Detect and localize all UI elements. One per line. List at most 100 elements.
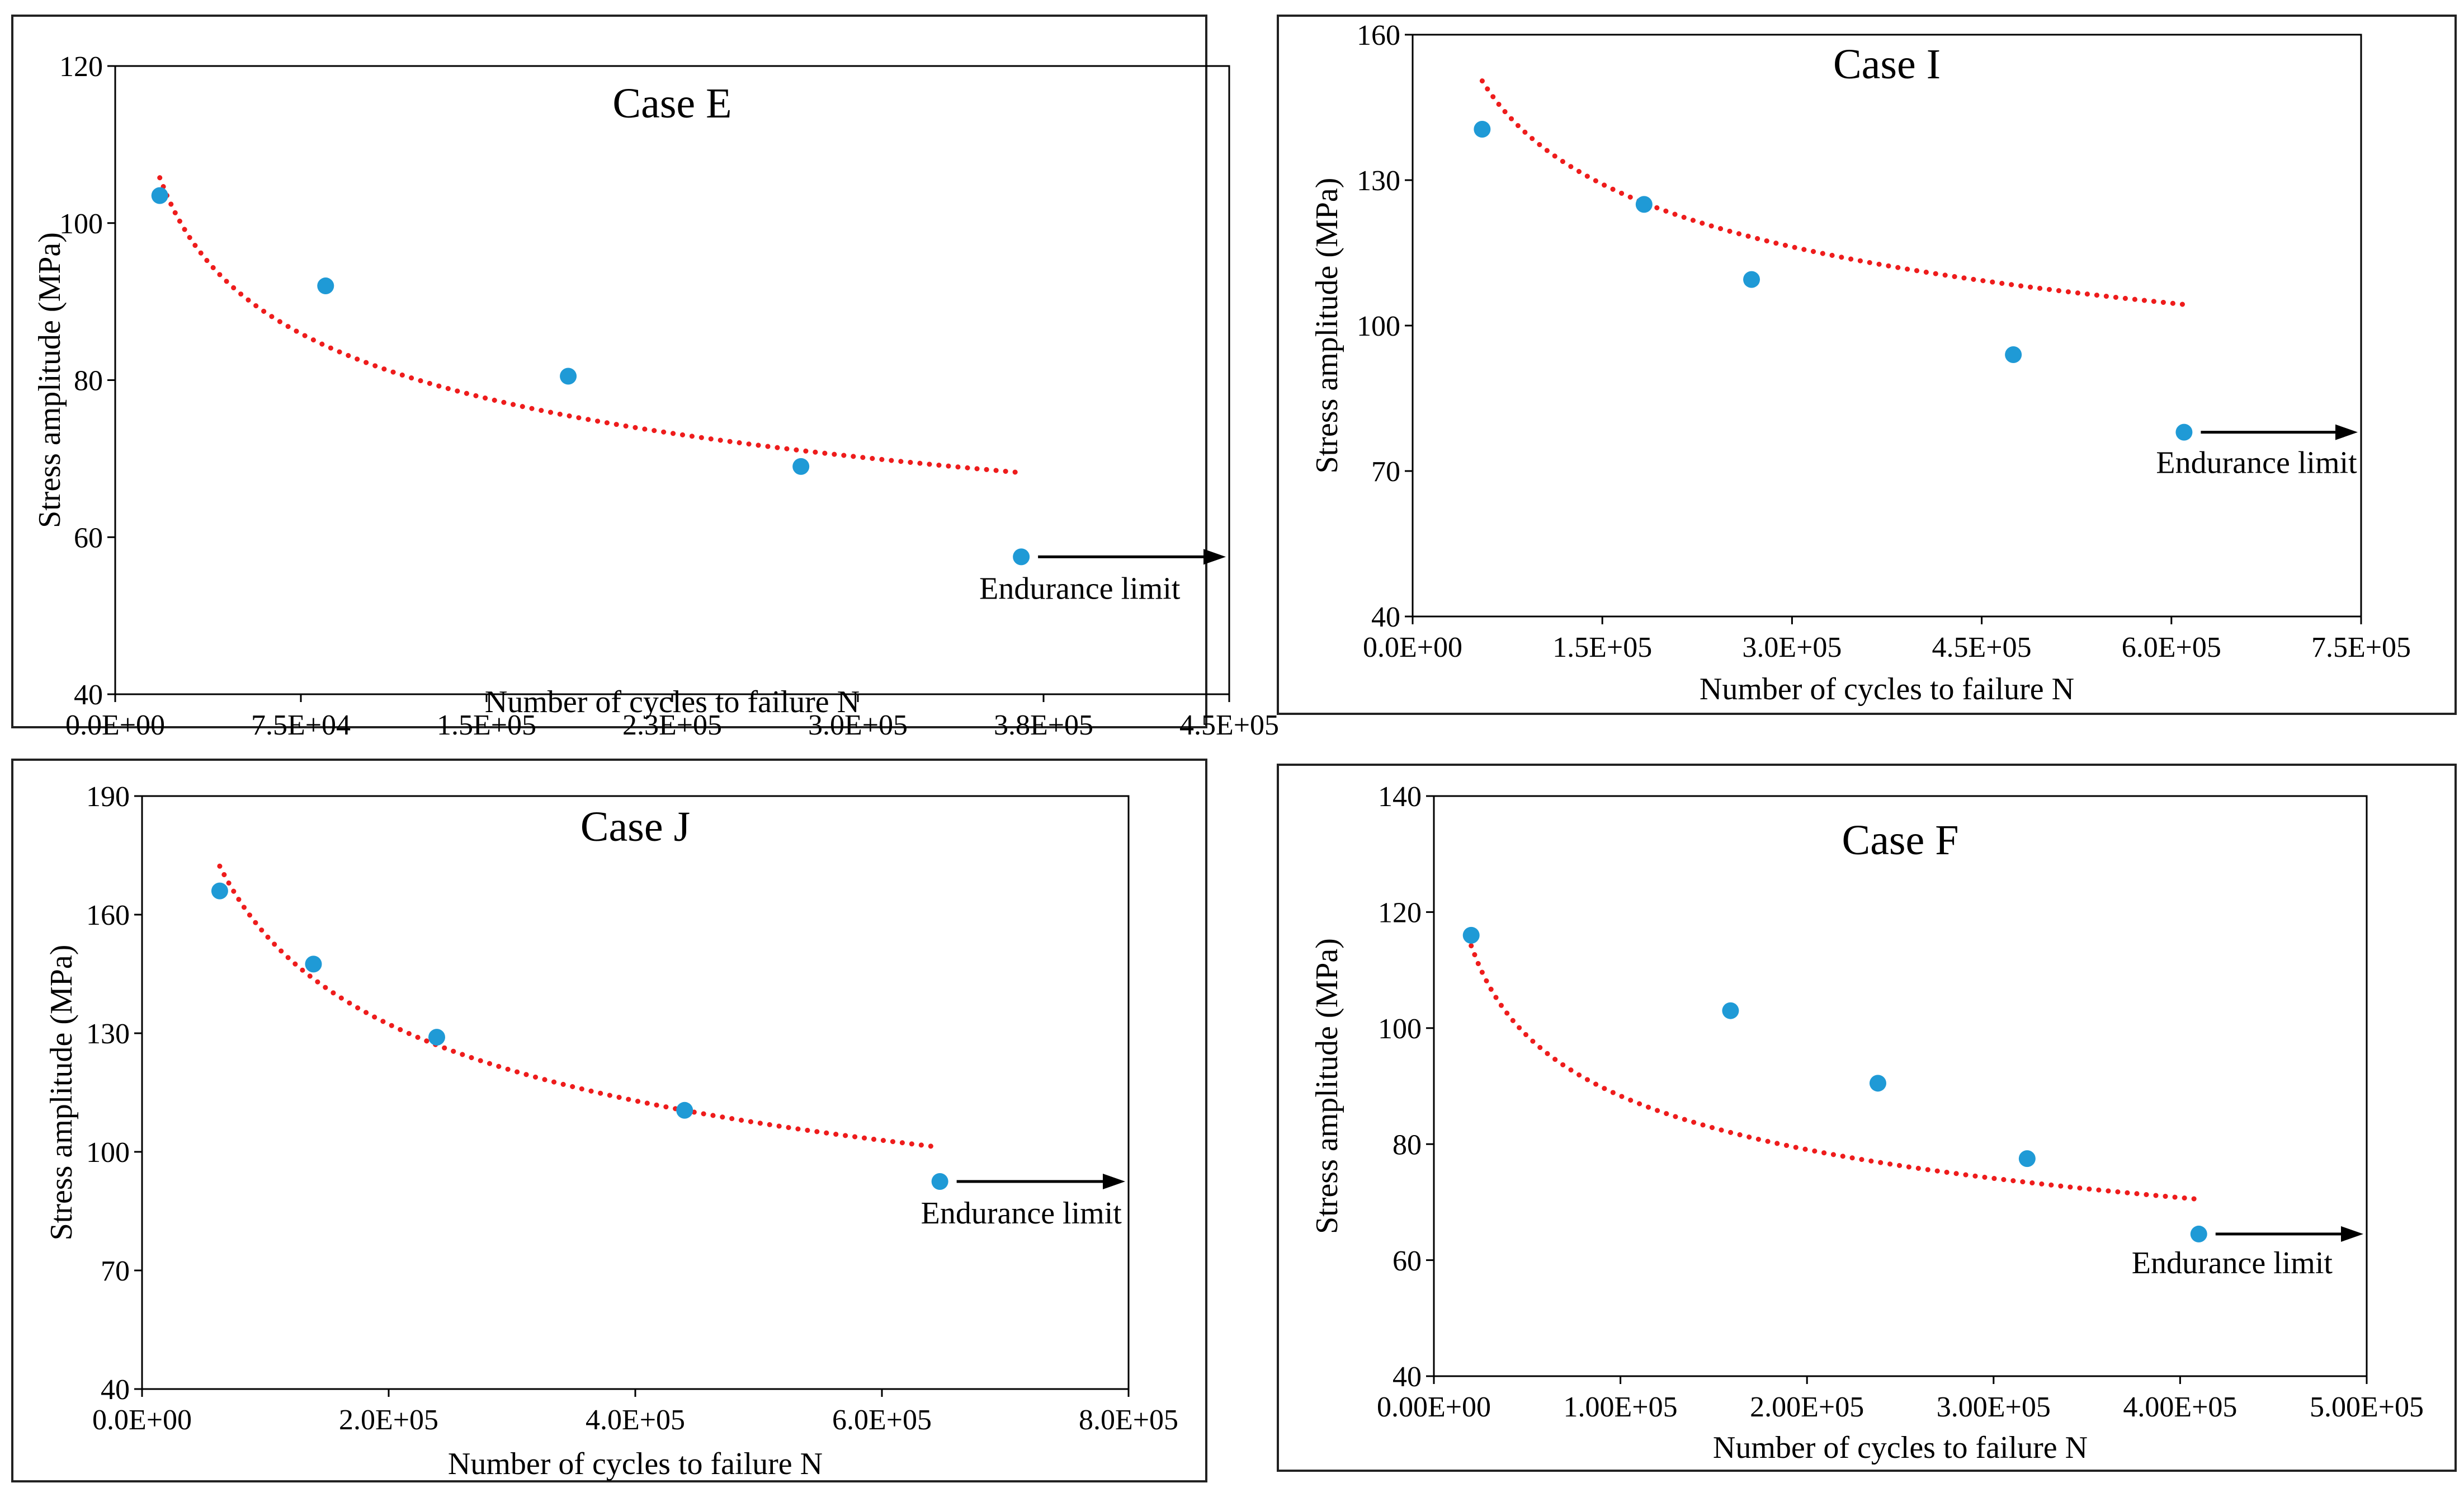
- chart-case-i: 0.0E+00 1.5E+05 3.0E+05 4.5E+05 6.0E+05 7.5E+…: [1277, 15, 2457, 715]
- x-tick-label: 4.0E+05: [586, 1404, 685, 1436]
- y-tick-label: 100: [86, 1137, 130, 1169]
- y-tick-label: 190: [86, 781, 130, 813]
- data-point: [931, 1173, 948, 1190]
- y-axis-label: Stress amplitude (MPa): [1310, 178, 1344, 474]
- x-tick-label: 0.00E+00: [1377, 1391, 1491, 1423]
- x-axis-label: Number of cycles to failure N: [448, 1447, 823, 1481]
- y-tick-label: 100: [1357, 310, 1400, 342]
- y-tick-label: 80: [74, 365, 103, 397]
- y-tick-label: 80: [1393, 1129, 1422, 1161]
- data-point: [1462, 926, 1480, 944]
- chart-title: Case E: [612, 80, 731, 127]
- x-tick-label: 4.5E+05: [1179, 709, 1279, 741]
- panel-frame: [11, 15, 1207, 728]
- y-tick-label: 60: [74, 522, 103, 554]
- y-tick-label: 40: [74, 679, 103, 711]
- x-axis-label: Number of cycles to failure N: [485, 685, 860, 719]
- x-axis-label: Number of cycles to failure N: [1700, 672, 2074, 707]
- x-tick-label: 8.0E+05: [1079, 1404, 1178, 1436]
- data-point: [1474, 121, 1491, 138]
- chart-title: Case F: [1842, 817, 1959, 864]
- chart-case-f: 0.00E+00 1.00E+05 2.00E+05 3.00E+05 4.00E+05…: [1277, 764, 2457, 1472]
- y-tick-label: 160: [86, 900, 130, 931]
- trend-line: [1469, 943, 2202, 1202]
- y-tick-label: 60: [1393, 1245, 1422, 1277]
- data-point: [151, 187, 168, 204]
- data-point: [2005, 346, 2022, 363]
- endurance-arrow-head: [1203, 549, 1226, 565]
- y-tick-label: 70: [101, 1255, 130, 1287]
- y-axis-label: Stress amplitude (MPa): [44, 945, 79, 1241]
- x-tick-label: 1.5E+05: [437, 709, 536, 741]
- panel-frame: [1277, 15, 2457, 715]
- y-tick-label: 100: [59, 208, 103, 240]
- x-tick-label: 0.0E+00: [1363, 632, 1462, 663]
- data-point: [1743, 271, 1760, 288]
- panel-frame: [1277, 764, 2457, 1472]
- x-axis-label: Number of cycles to failure N: [1713, 1430, 2088, 1465]
- data-point: [792, 458, 810, 475]
- y-axis-label: Stress amplitude (MPa): [32, 232, 67, 528]
- x-tick-label: 2.3E+05: [622, 709, 722, 741]
- x-tick-label: 7.5E+05: [2311, 632, 2411, 663]
- x-tick-label: 2.0E+05: [339, 1404, 438, 1436]
- endurance-arrow-head: [1103, 1174, 1125, 1189]
- chart-title: Case I: [1833, 41, 1941, 88]
- data-point: [305, 955, 322, 973]
- trend-line: [217, 863, 943, 1150]
- endurance-arrow-head: [2335, 424, 2358, 440]
- y-tick-label: 140: [1378, 781, 1422, 813]
- y-tick-label: 130: [1357, 165, 1400, 197]
- y-tick-label: 40: [1371, 601, 1400, 633]
- x-tick-label: 3.0E+05: [808, 709, 908, 741]
- chart-title: Case J: [580, 803, 690, 850]
- endurance-limit-label: Endurance limit: [2132, 1246, 2333, 1281]
- data-point: [1635, 196, 1653, 213]
- y-tick-label: 70: [1371, 456, 1400, 488]
- x-tick-label: 5.00E+05: [2310, 1391, 2424, 1423]
- x-tick-label: 3.0E+05: [1742, 632, 1842, 663]
- x-tick-label: 1.5E+05: [1552, 632, 1652, 663]
- data-point: [2190, 1225, 2207, 1242]
- plot-area-border: [1433, 795, 2368, 1377]
- endurance-limit-label: Endurance limit: [921, 1196, 1122, 1231]
- x-tick-label: 0.0E+00: [65, 709, 165, 741]
- trend-line: [1479, 78, 2187, 307]
- chart-case-e: 0.0E+00 7.5E+04 1.5E+05 2.3E+05 3.0E+05 3.8E+…: [11, 15, 1279, 741]
- chart-case-j: 0.0E+00 2.0E+05 4.0E+05 6.0E+05 8.0E+05 40 70 1…: [11, 759, 1207, 1482]
- y-tick-label: 40: [1393, 1361, 1422, 1393]
- x-tick-label: 3.00E+05: [1937, 1391, 2051, 1423]
- x-tick-label: 6.0E+05: [2122, 632, 2221, 663]
- data-point: [1013, 548, 1030, 566]
- data-point: [428, 1029, 445, 1046]
- x-tick-label: 3.8E+05: [994, 709, 1093, 741]
- data-point: [2175, 423, 2193, 441]
- y-tick-label: 120: [59, 51, 103, 83]
- x-tick-label: 6.0E+05: [832, 1404, 932, 1436]
- endurance-limit-label: Endurance limit: [2156, 446, 2357, 481]
- y-tick-label: 100: [1378, 1013, 1422, 1045]
- data-point: [317, 277, 334, 295]
- x-tick-label: 0.0E+00: [92, 1404, 192, 1436]
- data-point: [676, 1101, 693, 1119]
- endurance-limit-label: Endurance limit: [979, 571, 1181, 606]
- y-axis-label: Stress amplitude (MPa): [1310, 938, 1344, 1234]
- endurance-arrow-head: [2341, 1226, 2363, 1242]
- panel-frame: [11, 759, 1207, 1482]
- data-point: [211, 882, 228, 900]
- y-tick-label: 160: [1357, 20, 1400, 51]
- x-tick-label: 1.00E+05: [1564, 1391, 1678, 1423]
- data-point: [1869, 1075, 1886, 1092]
- trend-line: [157, 175, 1024, 476]
- data-point: [560, 368, 577, 385]
- y-tick-label: 40: [101, 1374, 130, 1406]
- y-tick-label: 120: [1378, 897, 1422, 929]
- data-point: [1722, 1002, 1739, 1019]
- x-tick-label: 2.00E+05: [1750, 1391, 1864, 1423]
- y-tick-label: 130: [86, 1018, 130, 1050]
- x-tick-label: 4.5E+05: [1932, 632, 2032, 663]
- x-tick-label: 7.5E+04: [251, 709, 351, 741]
- x-tick-label: 4.00E+05: [2123, 1391, 2237, 1423]
- data-point: [2018, 1150, 2036, 1168]
